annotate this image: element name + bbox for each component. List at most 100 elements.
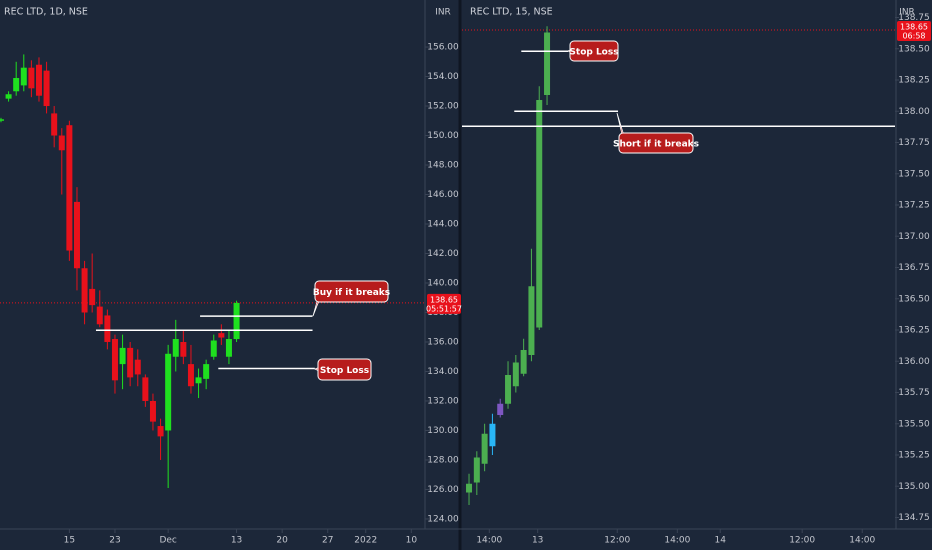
y-tick-label: 128.00 xyxy=(427,455,459,465)
y-tick-label: 134.75 xyxy=(898,513,930,523)
candle-body xyxy=(195,377,202,384)
candle-body xyxy=(104,315,111,342)
last-price-box xyxy=(427,293,461,314)
chart-title: REC LTD, 15, NSE xyxy=(470,7,553,18)
x-tick-label: 13 xyxy=(532,536,543,546)
x-tick-label: 10 xyxy=(406,536,418,546)
candle-body xyxy=(5,94,12,99)
candle-body xyxy=(489,423,496,447)
candle-body xyxy=(512,362,519,387)
y-tick-label: 136.00 xyxy=(427,337,459,347)
candle-body xyxy=(520,350,527,374)
y-tick-label: 140.00 xyxy=(427,278,459,288)
x-tick-label: 14:00 xyxy=(476,536,502,546)
annotation-text: Buy if it breaks xyxy=(313,288,390,298)
x-tick-label: 20 xyxy=(276,536,288,546)
y-tick-label: 136.25 xyxy=(898,326,930,336)
y-tick-label: 124.00 xyxy=(427,514,459,524)
last-price-label: 138.65 xyxy=(900,23,928,32)
x-tick-label: 13 xyxy=(231,536,242,546)
annotation: Short if it breaks xyxy=(613,112,699,154)
y-tick-label: 148.00 xyxy=(427,161,459,171)
candle-body xyxy=(51,113,58,136)
y-tick-label: 135.75 xyxy=(898,388,930,398)
y-tick-label: 146.00 xyxy=(427,190,459,200)
annotation: Stop Loss xyxy=(314,358,372,381)
candle-body xyxy=(134,359,141,375)
last-price-label: 138.65 xyxy=(430,295,458,304)
x-tick-label: 14:00 xyxy=(664,536,690,546)
annotation-box xyxy=(569,40,619,62)
x-tick-label: 2022 xyxy=(354,536,377,546)
x-tick-label: 14 xyxy=(715,536,727,546)
y-tick-label: 152.00 xyxy=(427,102,459,112)
y-tick-label: 154.00 xyxy=(427,72,459,82)
candle-body xyxy=(505,375,512,404)
candle-body xyxy=(35,64,42,96)
candle-body xyxy=(187,364,194,387)
candle-body xyxy=(180,341,187,357)
y-tick-label: 126.00 xyxy=(427,485,459,495)
y-tick-label: 138.50 xyxy=(898,44,930,54)
candle-body xyxy=(81,268,88,313)
annotation: Stop Loss xyxy=(567,40,619,62)
annotation-box xyxy=(618,132,694,154)
candle-body xyxy=(127,347,134,378)
y-tick-label: 138.00 xyxy=(898,107,930,117)
x-tick-label: 15 xyxy=(64,536,75,546)
countdown-label: 05:51:57 xyxy=(426,304,462,313)
y-tick-label: 135.50 xyxy=(898,419,930,429)
candle-body xyxy=(13,78,20,92)
candle-body xyxy=(536,100,543,328)
candle-body xyxy=(172,339,179,357)
y-tick-label: 136.50 xyxy=(898,294,930,304)
y-tick-label: 150.00 xyxy=(427,131,459,141)
y-tick-label: 138.25 xyxy=(898,76,930,86)
x-tick-label: 27 xyxy=(322,536,333,546)
candle-body xyxy=(481,433,488,464)
x-tick-label: 12:00 xyxy=(789,536,815,546)
candle-body xyxy=(233,302,240,340)
candle-body xyxy=(218,333,225,338)
y-tick-label: 138.75 xyxy=(898,13,930,23)
candle-body xyxy=(89,288,96,306)
candle-body xyxy=(20,67,27,86)
annotation-text: Short if it breaks xyxy=(613,140,699,150)
currency-label: INR xyxy=(899,8,915,18)
candle-body xyxy=(528,286,535,355)
candle-body xyxy=(497,403,504,415)
candle-body xyxy=(73,201,80,269)
candle-body xyxy=(544,32,551,95)
candle-body xyxy=(466,483,473,493)
candle-body xyxy=(96,306,103,325)
y-tick-label: 137.25 xyxy=(898,201,930,211)
y-tick-label: 135.00 xyxy=(898,482,930,492)
y-tick-label: 130.00 xyxy=(427,426,459,436)
annotation-text: Stop Loss xyxy=(569,48,618,58)
y-tick-label: 156.00 xyxy=(427,43,459,53)
y-tick-label: 144.00 xyxy=(427,220,459,230)
x-tick-label: 14:00 xyxy=(849,536,875,546)
annotation-text: Stop Loss xyxy=(320,366,369,376)
candle-body xyxy=(111,339,118,381)
candle-body xyxy=(119,347,126,365)
y-tick-label: 132.00 xyxy=(427,396,459,406)
y-tick-label: 137.50 xyxy=(898,169,930,179)
candle-body xyxy=(203,364,210,379)
candle-body xyxy=(473,457,480,483)
x-tick-label: Dec xyxy=(159,536,176,546)
candle-body xyxy=(142,377,149,401)
y-tick-label: 136.75 xyxy=(898,263,930,273)
y-tick-label: 134.00 xyxy=(427,367,459,377)
x-tick-label: 12:00 xyxy=(604,536,630,546)
annotation-box xyxy=(314,280,389,303)
candle-body xyxy=(157,426,164,437)
candle-body xyxy=(165,353,172,431)
candle-body xyxy=(43,70,50,107)
x-tick-label: 23 xyxy=(109,536,120,546)
annotation-box xyxy=(317,358,372,381)
y-tick-label: 136.00 xyxy=(898,357,930,367)
candle-body xyxy=(28,67,35,89)
